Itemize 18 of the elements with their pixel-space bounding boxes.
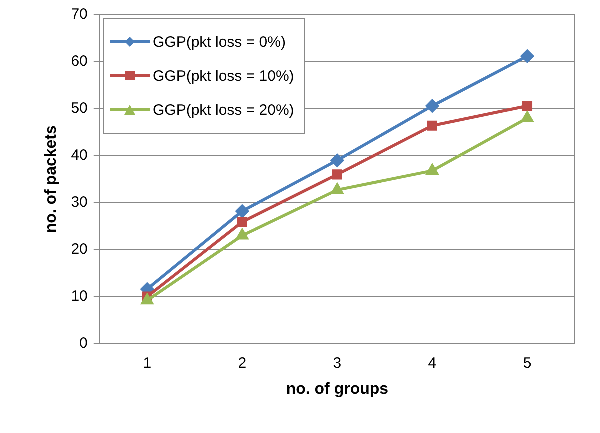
y-tick-label: 10 <box>71 288 88 305</box>
y-tick-label: 30 <box>71 194 88 212</box>
x-axis-title: no. of groups <box>286 380 389 398</box>
x-tick-label: 4 <box>428 354 437 372</box>
x-tick-label: 2 <box>238 354 247 372</box>
legend-label: GGP(pkt loss = 20%) <box>153 102 294 118</box>
legend-label: GGP(pkt loss = 10%) <box>153 68 294 84</box>
y-tick-label: 60 <box>71 53 88 70</box>
y-tick-label: 0 <box>80 334 88 352</box>
x-tick-label: 5 <box>523 354 532 372</box>
y-tick-label: 70 <box>71 6 88 24</box>
y-tick-label: 40 <box>71 147 88 164</box>
y-axis-title: no. of packets <box>43 126 60 234</box>
x-tick-label: 1 <box>143 354 152 372</box>
y-tick-label: 20 <box>71 241 88 258</box>
x-tick-label: 3 <box>333 354 342 372</box>
y-tick-label: 50 <box>71 100 88 118</box>
legend-label: GGP(pkt loss = 0%) <box>153 34 286 50</box>
